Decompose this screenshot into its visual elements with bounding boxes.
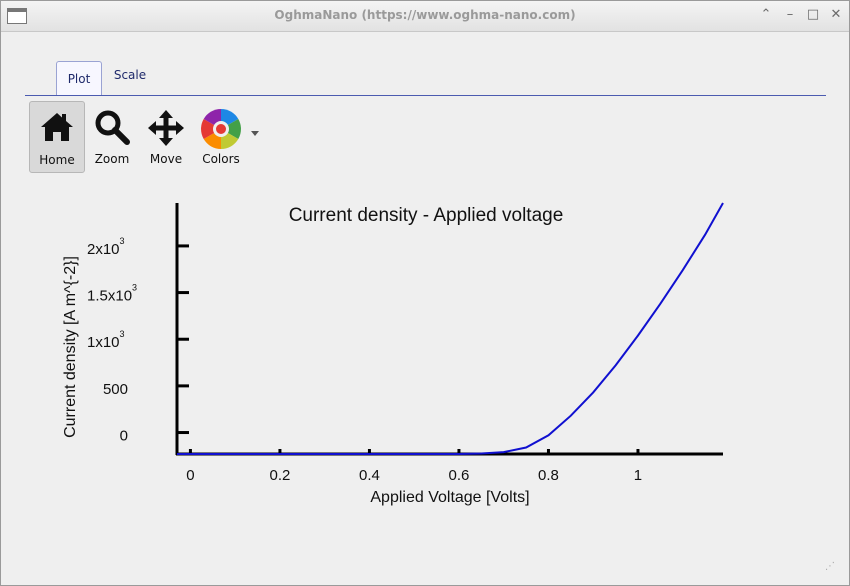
colors-label: Colors — [202, 152, 240, 166]
tab-bar: Plot Scale — [25, 61, 826, 96]
resize-grip-icon[interactable]: ⋰ — [825, 561, 835, 572]
x-tick-label: 0.8 — [538, 467, 559, 484]
home-label: Home — [39, 153, 75, 167]
y-tick-exponent: 3 — [120, 236, 125, 246]
x-tick-label: 0.4 — [359, 467, 380, 484]
minimize-button[interactable]: – — [786, 7, 794, 22]
restore-button[interactable]: □ — [806, 7, 820, 22]
x-tick-label: 0 — [186, 467, 194, 484]
y-tick-label: 1x103 — [87, 329, 125, 351]
data-series-line — [177, 202, 724, 455]
title-bar[interactable]: OghmaNano (https://www.oghma-nano.com) ⌃… — [1, 1, 849, 32]
y-axis-label: Current density [A m^{-2}] — [62, 256, 79, 438]
y-tick-exponent: 3 — [120, 329, 125, 339]
y-tick-label: 2x103 — [87, 236, 125, 258]
x-tick-label: 0.6 — [449, 467, 470, 484]
window-title: OghmaNano (https://www.oghma-nano.com) — [274, 8, 576, 22]
close-button[interactable]: ✕ — [830, 7, 842, 22]
maximize-up-icon[interactable]: ⌃ — [760, 7, 772, 22]
x-tick-label: 0.2 — [270, 467, 291, 484]
tab-plot[interactable]: Plot — [56, 61, 102, 95]
y-tick-label: 500 — [103, 381, 128, 398]
zoom-button[interactable]: Zoom — [85, 101, 139, 171]
y-tick-exponent: 3 — [132, 283, 137, 293]
colors-dropdown-arrow-icon[interactable] — [251, 131, 259, 136]
zoom-label: Zoom — [94, 152, 130, 166]
y-tick-label: 1.5x103 — [87, 283, 137, 305]
move-label: Move — [149, 152, 183, 166]
magnifier-icon — [95, 110, 130, 145]
color-wheel-icon — [201, 109, 241, 149]
x-axis-label: Applied Voltage [Volts] — [370, 489, 529, 506]
window-icon — [7, 8, 27, 24]
colors-button[interactable]: Colors — [194, 101, 248, 171]
y-tick-label: 0 — [120, 428, 128, 445]
home-button[interactable]: Home — [29, 101, 85, 173]
x-tick-label: 1 — [634, 467, 642, 484]
tab-scale[interactable]: Scale — [113, 68, 147, 82]
move-button[interactable]: Move — [139, 101, 193, 171]
chart-title: Current density - Applied voltage — [289, 205, 564, 226]
move-arrows-icon — [148, 110, 184, 146]
home-icon — [41, 113, 73, 141]
